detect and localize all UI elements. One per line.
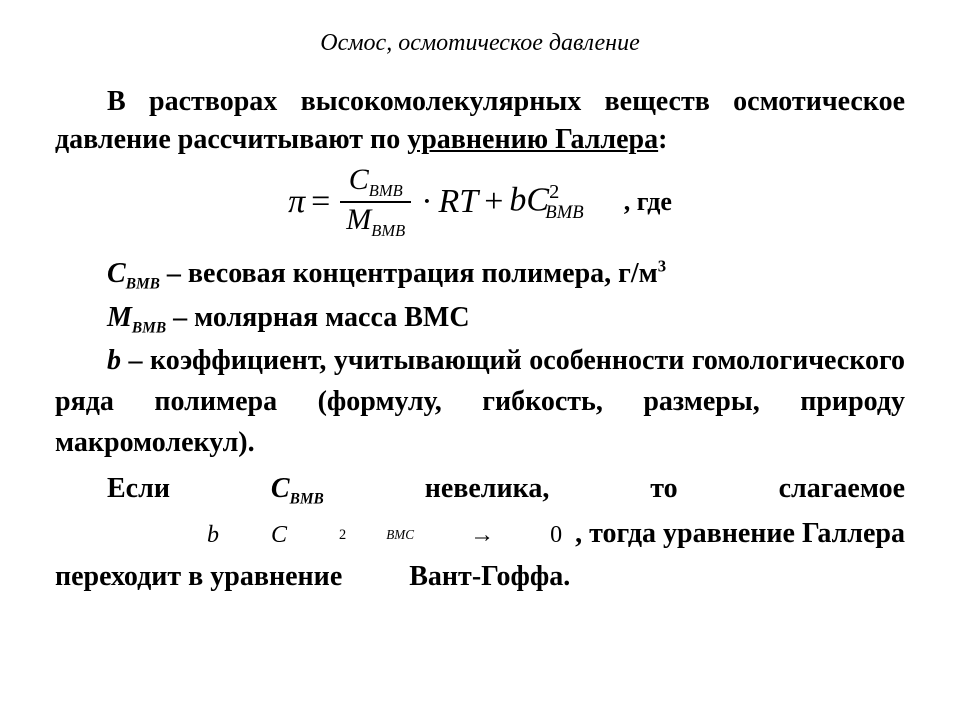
limit-expression: bC2ВМС → 0 xyxy=(155,517,562,554)
def-c-sub: ВМВ xyxy=(126,275,160,292)
def-b-term: b xyxy=(107,345,121,376)
m-symbol: M xyxy=(346,203,371,236)
def-c-sup: 3 xyxy=(658,256,666,275)
pi-symbol: π xyxy=(288,183,305,221)
def-m-term: М xyxy=(107,302,132,333)
def-m-sub: ВМВ xyxy=(132,319,166,336)
def-b-text: – коэффициент, учитывающий особенности г… xyxy=(55,345,905,457)
intro-paragraph: В растворах высокомолекулярных веществ о… xyxy=(55,83,905,159)
dot-operator: · xyxy=(421,183,432,221)
def-m-text: – молярная масса ВМС xyxy=(166,302,469,333)
haller-equation: π = CВМВ MВМВ · RT + bC2ВМВ xyxy=(288,163,584,242)
def-b: b – коэффициент, учитывающий особенности… xyxy=(55,341,905,463)
def-m: МВМВ – молярная масса ВМС xyxy=(55,298,905,340)
slide-title: Осмос, осмотическое давление xyxy=(55,30,905,57)
fraction-numerator: CВМВ xyxy=(343,163,409,202)
lim-sub: ВМС xyxy=(334,525,414,545)
tail-p2: невелика, то слагаемое xyxy=(324,473,905,504)
c2-superscript: 2 xyxy=(549,181,559,203)
plus-sign: + xyxy=(484,183,503,221)
b-coeff: b xyxy=(509,181,526,218)
fraction-denominator: MВМВ xyxy=(340,201,411,242)
tail-c-sub: ВМВ xyxy=(290,491,324,508)
def-c-text: – весовая концентрация полимера, г/м xyxy=(160,258,658,289)
c2-subscript: ВМВ xyxy=(545,202,583,223)
equals-sign: = xyxy=(311,183,330,221)
tail-p4: Вант-Гоффа. xyxy=(409,561,570,592)
tail-c-term: С xyxy=(271,473,290,504)
haller-equation-row: π = CВМВ MВМВ · RT + bC2ВМВ , где xyxy=(55,163,905,242)
intro-colon: : xyxy=(658,124,667,155)
lim-zero: 0 xyxy=(498,517,562,554)
definitions-block: СВМВ – весовая концентрация полимера, г/… xyxy=(55,254,905,464)
conclusion-paragraph: Если СВМВ невелика, то слагаемое bC2ВМС … xyxy=(55,467,905,598)
fraction: CВМВ MВМВ xyxy=(340,163,411,242)
tail-p1: Если xyxy=(107,473,271,504)
where-label: , где xyxy=(624,187,672,217)
arrow-icon: → xyxy=(418,517,494,554)
lim-c: C xyxy=(219,517,287,554)
rt-term: RT xyxy=(439,183,479,221)
c-symbol: C xyxy=(349,163,369,196)
lim-b: b xyxy=(155,517,219,554)
m-subscript: ВМВ xyxy=(371,221,405,240)
equation-name-link: уравнению Галлера xyxy=(407,124,658,155)
def-c-term: С xyxy=(107,258,126,289)
c-subscript: ВМВ xyxy=(369,181,403,200)
def-c: СВМВ – весовая концентрация полимера, г/… xyxy=(55,254,905,296)
